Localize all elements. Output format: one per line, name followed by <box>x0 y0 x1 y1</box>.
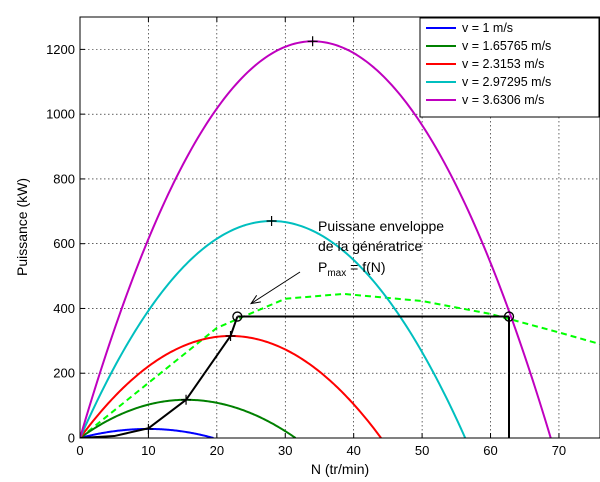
legend-label-1: v = 1 m/s <box>462 21 513 35</box>
operating-point-2 <box>503 311 515 322</box>
annotation-formula: Pmax = f(N) <box>318 259 386 279</box>
x-tick-label: 10 <box>141 443 155 458</box>
peak-marker-4 <box>266 216 277 227</box>
legend-label-3: v = 2.3153 m/s <box>462 57 544 71</box>
x-tick-label: 0 <box>76 443 83 458</box>
peak-marker-5 <box>307 36 318 47</box>
y-tick-label: 400 <box>53 301 75 316</box>
series-line-3 <box>80 334 382 438</box>
x-tick-label: 30 <box>278 443 292 458</box>
y-axis-label: Puissance (kW) <box>14 178 30 276</box>
y-tick-label: 600 <box>53 236 75 251</box>
optimum-curve <box>80 316 239 438</box>
y-tick-label: 200 <box>53 366 75 381</box>
peak-marker-1 <box>143 423 154 434</box>
annotation-p-rest: = f(N) <box>346 259 385 275</box>
y-tick-label: 1000 <box>46 107 75 122</box>
legend-label-4: v = 2.97295 m/s <box>462 75 551 89</box>
axis-ticks: 0 10 20 30 40 50 60 70 0 200 400 600 800 1000 1200 <box>46 17 566 458</box>
plot-frame <box>79 16 600 439</box>
x-axis-label: N (tr/min) <box>311 461 369 477</box>
annotation-arrow-head <box>249 295 261 305</box>
x-tick-label: 20 <box>210 443 224 458</box>
annotation-p: P <box>318 259 327 275</box>
x-tick-label: 50 <box>415 443 429 458</box>
x-tick-label: 60 <box>483 443 497 458</box>
operating-point-1 <box>232 311 243 322</box>
peak-marker-2 <box>181 394 192 405</box>
annotation: Puissane enveloppe de la génératrice Pma… <box>249 218 444 305</box>
y-tick-label: 800 <box>53 171 75 186</box>
legend: v = 1 m/s v = 1.65765 m/s v = 2.3153 m/s v … <box>419 17 600 118</box>
annotation-arrow-line <box>250 271 301 305</box>
y-tick-label: 1200 <box>46 42 75 57</box>
legend-label-5: v = 3.6306 m/s <box>462 93 544 107</box>
annotation-p-sub: max <box>327 268 346 279</box>
markers <box>143 36 515 438</box>
x-tick-label: 40 <box>346 443 360 458</box>
envelope-curve <box>80 292 600 438</box>
x-tick-label: 70 <box>552 443 566 458</box>
peak-marker-3 <box>225 330 236 341</box>
y-tick-label: 0 <box>68 431 75 446</box>
annotation-line-2: de la génératrice <box>318 238 423 254</box>
legend-label-2: v = 1.65765 m/s <box>462 39 551 53</box>
annotation-line-1: Puissane enveloppe <box>318 218 444 234</box>
